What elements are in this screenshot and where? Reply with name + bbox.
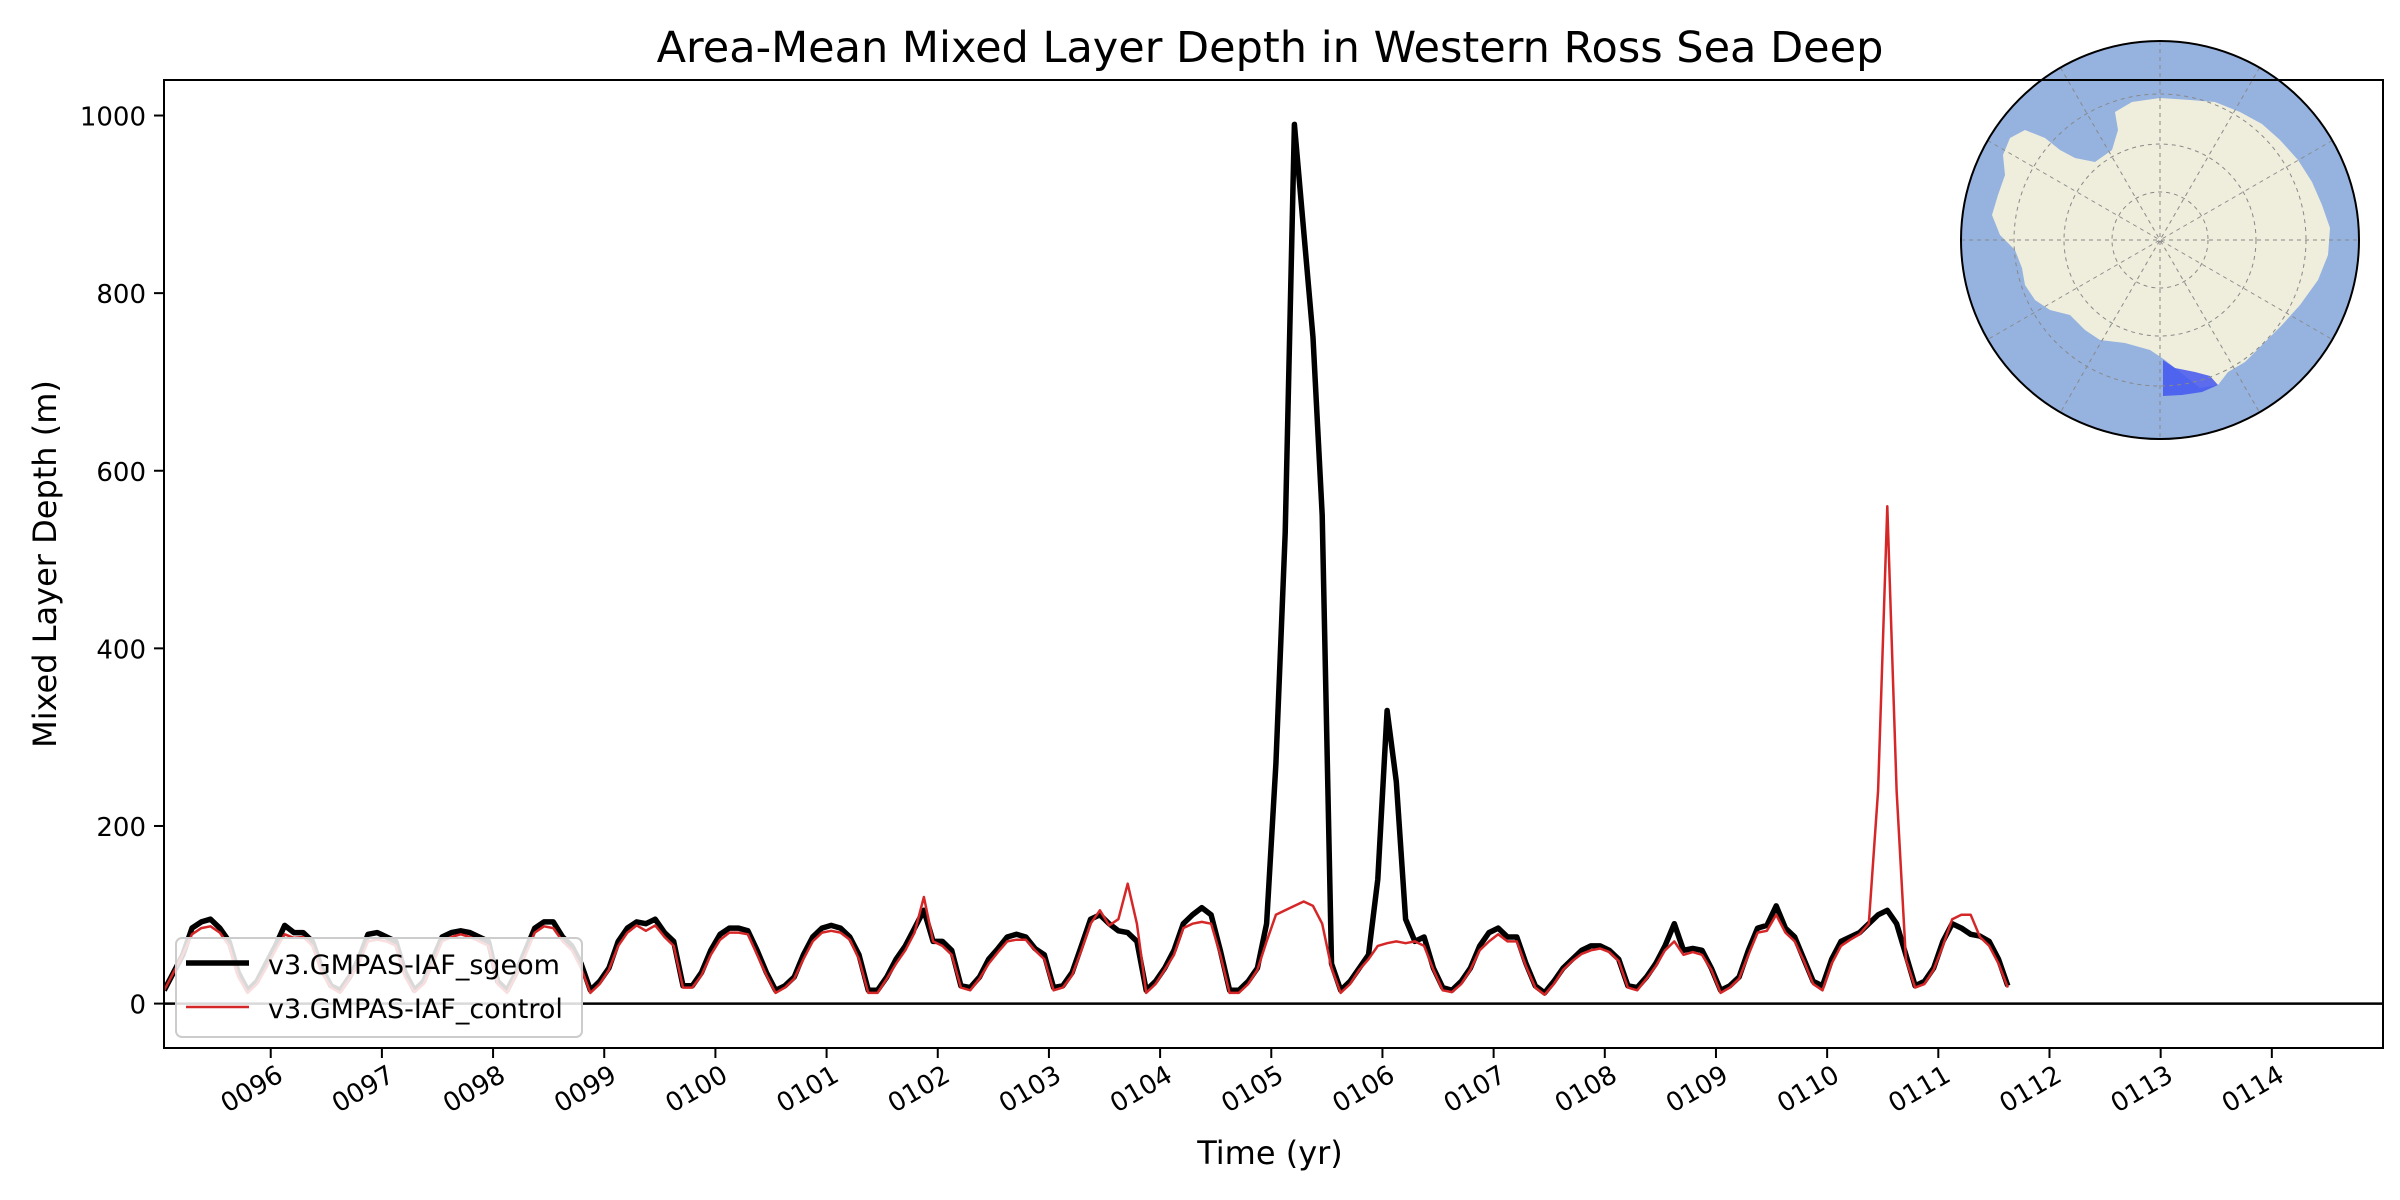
inset-border: [1960, 40, 2360, 440]
graticule-circle: [2063, 143, 2257, 337]
legend-box: [175, 937, 583, 1038]
chart-title: Area-Mean Mixed Layer Depth in Western R…: [657, 23, 1884, 73]
legend: v3.GMPAS-IAF_sgeom v3.GMPAS-IAF_control: [175, 937, 583, 1038]
x-axis-label: Time (yr): [1196, 1134, 1343, 1172]
graticule-meridian: [1987, 140, 2333, 340]
graticule-meridian: [1987, 140, 2333, 340]
inset-region: [2163, 360, 2218, 396]
graticule-meridian: [2060, 67, 2260, 413]
y-axis-label: Mixed Layer Depth (m): [26, 380, 64, 748]
graticule-meridian: [2060, 67, 2260, 413]
y-tick-label: 800: [96, 280, 146, 310]
inset-antarctica: [1992, 98, 2330, 388]
plot-frame: [163, 79, 2384, 1049]
y-tick-label: 0: [129, 991, 146, 1021]
inset-map: [1960, 40, 2360, 440]
y-tick-label: 1000: [80, 103, 146, 133]
legend-label-sgeom: v3.GMPAS-IAF_sgeom: [268, 950, 560, 981]
y-tick-label: 400: [96, 635, 146, 665]
graticule-circle: [2111, 191, 2209, 289]
inset-graticule: [1961, 41, 2359, 439]
y-tick-label: 600: [96, 458, 146, 488]
series-line-0: [164, 121, 2011, 996]
y-tick-label: 200: [96, 813, 146, 843]
legend-label-control: v3.GMPAS-IAF_control: [268, 994, 563, 1025]
y-axis: 0 200 400 600 800 1000: [80, 103, 164, 1021]
